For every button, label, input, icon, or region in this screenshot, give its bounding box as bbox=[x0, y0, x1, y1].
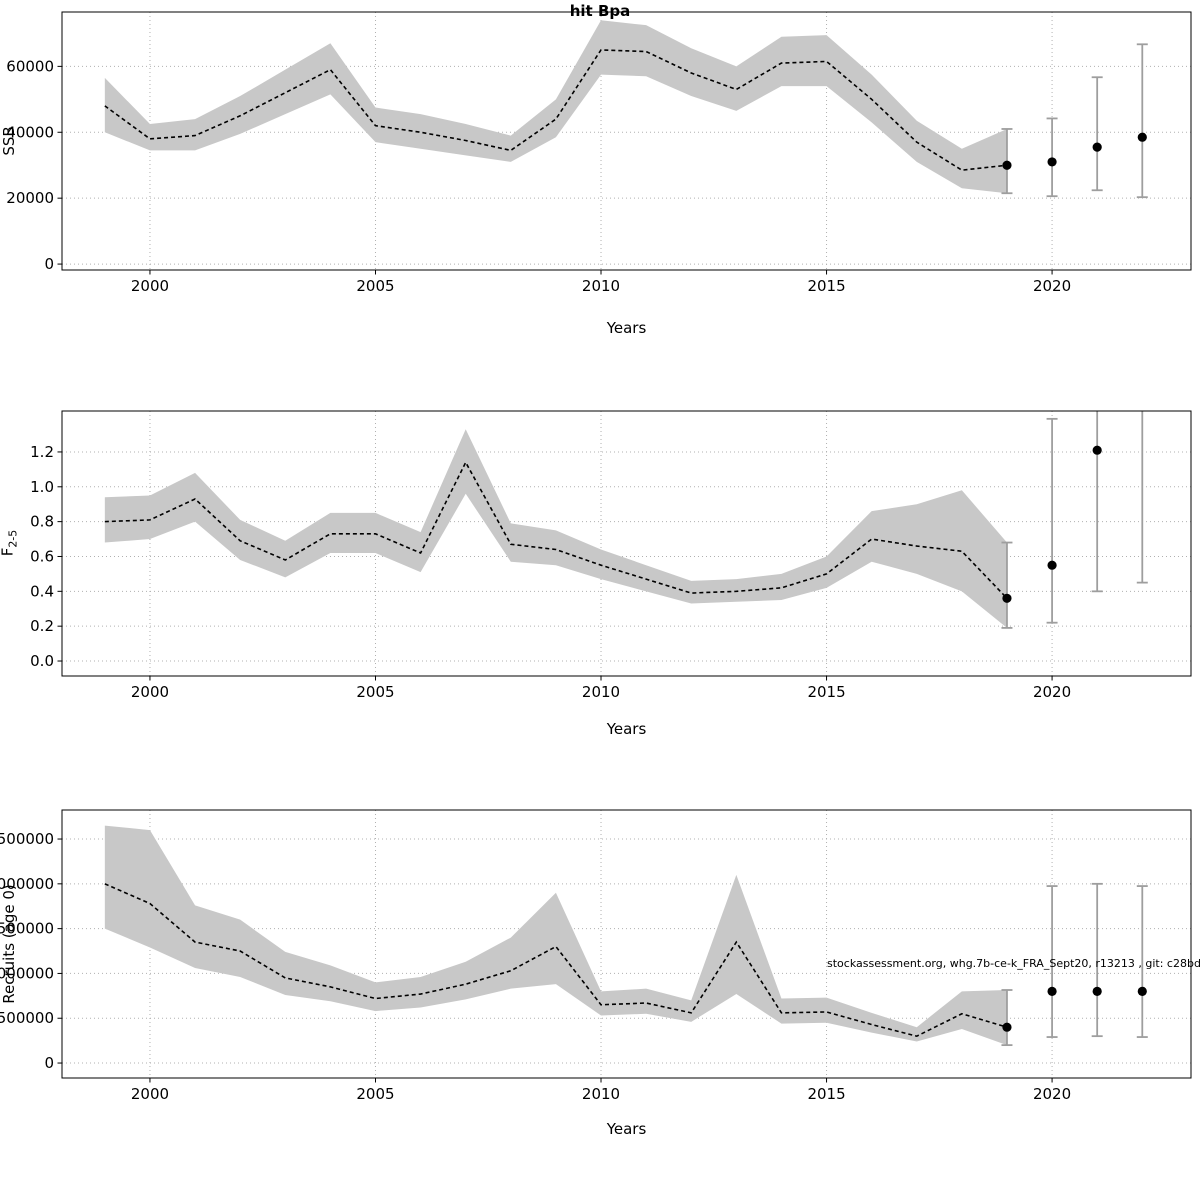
recruits-axis-label: Recruits (age 0) bbox=[0, 884, 18, 1004]
forecast-point bbox=[1092, 445, 1102, 455]
axis-ticks bbox=[57, 451, 1053, 681]
x-tick-label: 2010 bbox=[582, 683, 620, 701]
plot-border bbox=[61, 11, 1192, 271]
forecast-point bbox=[1047, 986, 1057, 996]
x-tick-label: 2010 bbox=[582, 1085, 620, 1103]
y-tick-label: 0 bbox=[44, 1054, 54, 1072]
y-tick-label: 1500000 bbox=[0, 920, 54, 938]
forecast-error-bars bbox=[1001, 882, 1148, 1047]
y-tick-labels: 0.0 0.2 0.4 0.6 0.8 1.0 1.2 bbox=[30, 443, 54, 670]
confidence-band bbox=[104, 429, 1007, 628]
forecast-points bbox=[1002, 986, 1147, 1032]
f-axis-label-sub: 2-5 bbox=[6, 529, 20, 548]
plot-border bbox=[61, 410, 1192, 677]
y-tick-label: 2500000 bbox=[0, 830, 54, 848]
y-tick-label: 0.6 bbox=[30, 547, 54, 565]
y-tick-label: 500000 bbox=[0, 1009, 54, 1027]
y-tick-label: 1.2 bbox=[30, 443, 54, 461]
y-tick-label: 40000 bbox=[6, 123, 54, 141]
y-tick-label: 0.2 bbox=[30, 617, 54, 635]
panel-ssb: 2000 2005 2010 2015 2020 0 20000 40000 60000 bbox=[6, 11, 1192, 295]
x-tick-label: 2020 bbox=[1033, 277, 1071, 295]
forecast-point bbox=[1137, 986, 1147, 996]
forecast-points bbox=[1002, 132, 1147, 170]
y-tick-label: 1.0 bbox=[30, 478, 54, 496]
f-axis-label: F2-5 bbox=[0, 530, 20, 557]
x-tick-label: 2015 bbox=[807, 1085, 845, 1103]
x-tick-labels: 2000 2005 2010 2015 2020 bbox=[131, 1085, 1071, 1103]
y-tick-labels: 0 20000 40000 60000 bbox=[6, 57, 54, 273]
forecast-error-bars bbox=[1001, 43, 1148, 199]
forecast-point bbox=[1092, 986, 1102, 996]
x-tick-label: 2020 bbox=[1033, 1085, 1071, 1103]
x-tick-label: 2015 bbox=[807, 683, 845, 701]
x-tick-labels: 2000 2005 2010 2015 2020 bbox=[131, 277, 1071, 295]
f-axis-label-base: F bbox=[0, 547, 17, 557]
y-tick-label: 0.0 bbox=[30, 652, 54, 670]
forecast-error-bars bbox=[1001, 411, 1148, 629]
x-tick-label: 2000 bbox=[131, 277, 169, 295]
forecast-points bbox=[1002, 445, 1102, 603]
y-tick-label: 1000000 bbox=[0, 964, 54, 982]
median-line bbox=[104, 49, 1008, 171]
y-tick-label: 2000000 bbox=[0, 875, 54, 893]
median-line bbox=[104, 460, 1008, 599]
forecast-point bbox=[1002, 160, 1012, 170]
figure-title: hit Bpa bbox=[569, 2, 631, 20]
x-tick-label: 2005 bbox=[356, 683, 394, 701]
axis-ticks bbox=[57, 838, 1053, 1083]
forecast-point bbox=[1002, 593, 1012, 603]
confidence-band bbox=[104, 20, 1007, 194]
forecast-point bbox=[1002, 1022, 1012, 1032]
axis-ticks bbox=[57, 65, 1053, 275]
confidence-band bbox=[104, 825, 1007, 1046]
x-tick-labels: 2000 2005 2010 2015 2020 bbox=[131, 683, 1071, 701]
forecast-point bbox=[1047, 560, 1057, 570]
x-tick-label: 2000 bbox=[131, 683, 169, 701]
x-tick-label: 2000 bbox=[131, 1085, 169, 1103]
panel-f: 2000 2005 2010 2015 2020 0.0 0.2 0.4 0.6 0.8 1.0 1.… bbox=[30, 410, 1192, 701]
stockassessment-annotation: stockassessment.org, whg.7b-ce-k_FRA_Sep… bbox=[827, 957, 1200, 970]
y-tick-label: 0.8 bbox=[30, 513, 54, 531]
f-xaxis-label: Years bbox=[606, 720, 647, 738]
y-tick-label: 0 bbox=[44, 255, 54, 273]
forecast-point bbox=[1137, 132, 1147, 142]
y-tick-labels: 0 500000 1000000 1500000 2000000 2500000 bbox=[0, 830, 54, 1072]
x-tick-label: 2005 bbox=[356, 277, 394, 295]
ssb-axis-label: SSB bbox=[0, 126, 18, 156]
recruits-xaxis-label: Years bbox=[606, 1120, 647, 1138]
x-tick-label: 2015 bbox=[807, 277, 845, 295]
y-tick-label: 60000 bbox=[6, 57, 54, 75]
forecast-point bbox=[1092, 142, 1102, 152]
panel-recruits: 2000 2005 2010 2015 2020 0 500000 1000000 150000… bbox=[0, 809, 1192, 1103]
y-tick-label: 20000 bbox=[6, 189, 54, 207]
x-tick-label: 2010 bbox=[582, 277, 620, 295]
y-tick-label: 0.4 bbox=[30, 582, 54, 600]
x-tick-label: 2005 bbox=[356, 1085, 394, 1103]
ssb-xaxis-label: Years bbox=[606, 319, 647, 337]
forecast-point bbox=[1047, 157, 1057, 167]
plot-border bbox=[61, 809, 1192, 1079]
x-tick-label: 2020 bbox=[1033, 683, 1071, 701]
median-line bbox=[104, 883, 1008, 1038]
